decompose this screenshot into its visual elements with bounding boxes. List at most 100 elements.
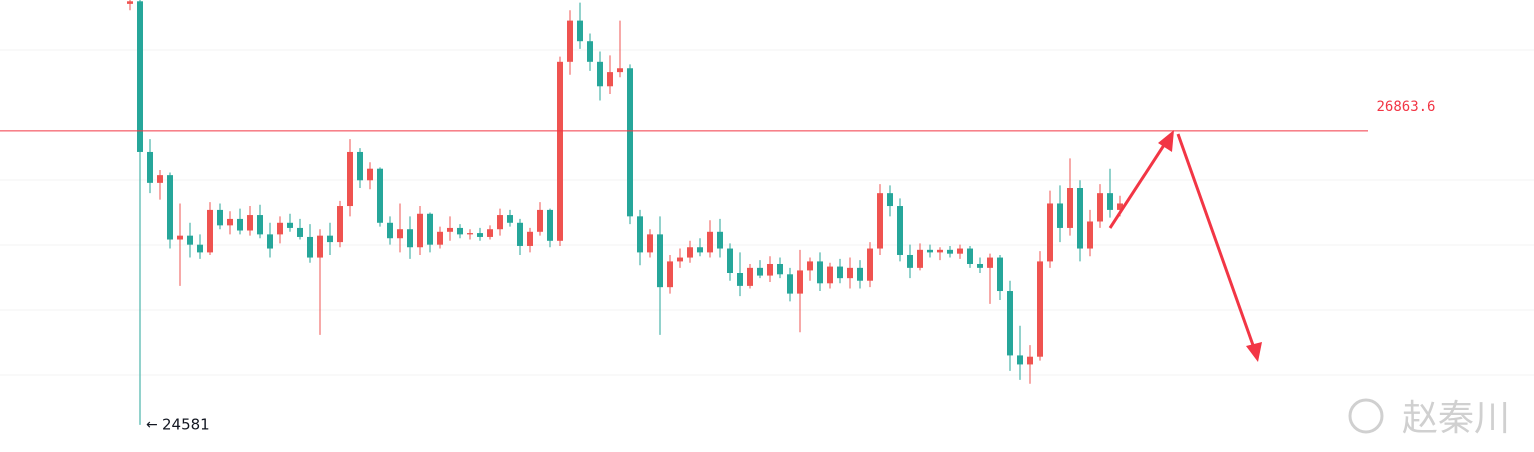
candle-body <box>337 206 343 243</box>
candle-body <box>737 273 743 286</box>
candle-body <box>367 168 373 181</box>
candle-body <box>537 209 543 232</box>
candle-body <box>1007 291 1013 356</box>
candle-body <box>527 231 533 246</box>
candle-body <box>307 236 313 258</box>
candle-body <box>487 229 493 237</box>
candle-body <box>557 61 563 241</box>
candle-body <box>637 216 643 253</box>
candle-body <box>907 254 913 268</box>
candle-body <box>1047 203 1053 262</box>
candle-body <box>197 244 203 253</box>
arrow-up <box>1108 141 1168 229</box>
candle-body <box>317 235 323 258</box>
candle-body <box>897 206 903 255</box>
candle-body <box>807 261 813 271</box>
candle-body <box>207 209 213 253</box>
candle-body <box>427 213 433 245</box>
candle-body <box>137 1 143 152</box>
candle-body <box>237 218 243 231</box>
candle-body <box>1027 356 1033 365</box>
arrow-head <box>1158 130 1174 152</box>
candle-body <box>727 248 733 274</box>
candle-body <box>387 222 393 239</box>
candle-body <box>677 257 683 262</box>
candle-body <box>1087 221 1093 249</box>
candle-body <box>767 263 773 276</box>
candle-body <box>867 248 873 281</box>
candle-body <box>257 215 263 235</box>
candle-body <box>287 222 293 228</box>
candle-body <box>1117 203 1123 210</box>
candle-body <box>877 193 883 249</box>
candle-body <box>817 261 823 284</box>
candle-body <box>147 151 153 183</box>
candles <box>127 0 1123 425</box>
candle-body <box>417 213 423 248</box>
candle-body <box>917 249 923 268</box>
candle-body <box>447 227 453 232</box>
candle-body <box>267 234 273 249</box>
candle-body <box>217 209 223 226</box>
candle-body <box>997 257 1003 292</box>
candle-body <box>757 267 763 276</box>
candle-body <box>297 227 303 237</box>
candle-body <box>1107 193 1113 210</box>
candle-body <box>977 263 983 268</box>
candle-body <box>657 234 663 288</box>
candle-body <box>787 274 793 294</box>
arrow-head <box>1246 342 1262 362</box>
candle-body <box>707 231 713 253</box>
candle-body <box>607 72 613 87</box>
candle-body <box>167 175 173 240</box>
candle-body <box>577 20 583 42</box>
candle-body <box>227 218 233 226</box>
candle-body <box>687 247 693 258</box>
candle-body <box>177 235 183 240</box>
candle-body <box>467 233 473 235</box>
candle-body <box>717 231 723 249</box>
candle-body <box>837 266 843 279</box>
watermark: 赵秦川 <box>1402 398 1510 439</box>
candle-body <box>277 222 283 235</box>
candle-body <box>1037 261 1043 357</box>
candle-body <box>247 215 253 231</box>
candle-body <box>777 263 783 275</box>
candle-body <box>747 267 753 286</box>
candle-body <box>617 68 623 73</box>
candle-body <box>457 227 463 235</box>
candle-body <box>327 235 333 243</box>
candle-body <box>567 20 573 62</box>
candle-body <box>857 267 863 281</box>
candle-body <box>187 235 193 245</box>
candle-body <box>1097 193 1103 222</box>
grid <box>0 49 1534 376</box>
candle-body <box>377 168 383 223</box>
candle-body <box>697 247 703 253</box>
candle-body <box>967 248 973 264</box>
low-label: 24581 <box>162 415 210 433</box>
candle-body <box>887 193 893 207</box>
candle-body <box>667 261 673 288</box>
candle-body <box>1077 188 1083 249</box>
candle-body <box>1017 355 1023 365</box>
candle-body <box>347 151 353 207</box>
candle-body <box>1067 188 1073 228</box>
watermark-logo <box>1348 398 1384 434</box>
candle-body <box>1057 203 1063 228</box>
candle-body <box>987 257 993 268</box>
candle-body <box>517 222 523 246</box>
candle-body <box>797 270 803 294</box>
candle-body <box>587 41 593 62</box>
candle-body <box>937 249 943 253</box>
price-line-label: 26863.6 <box>1376 99 1435 115</box>
candle-body <box>627 68 633 217</box>
low-arrow: ← <box>146 417 158 433</box>
arrows <box>1108 130 1262 362</box>
candle-body <box>507 215 513 223</box>
candle-body <box>547 209 553 241</box>
candle-body <box>827 266 833 284</box>
candle-body <box>357 151 363 181</box>
candle-body <box>947 249 953 254</box>
